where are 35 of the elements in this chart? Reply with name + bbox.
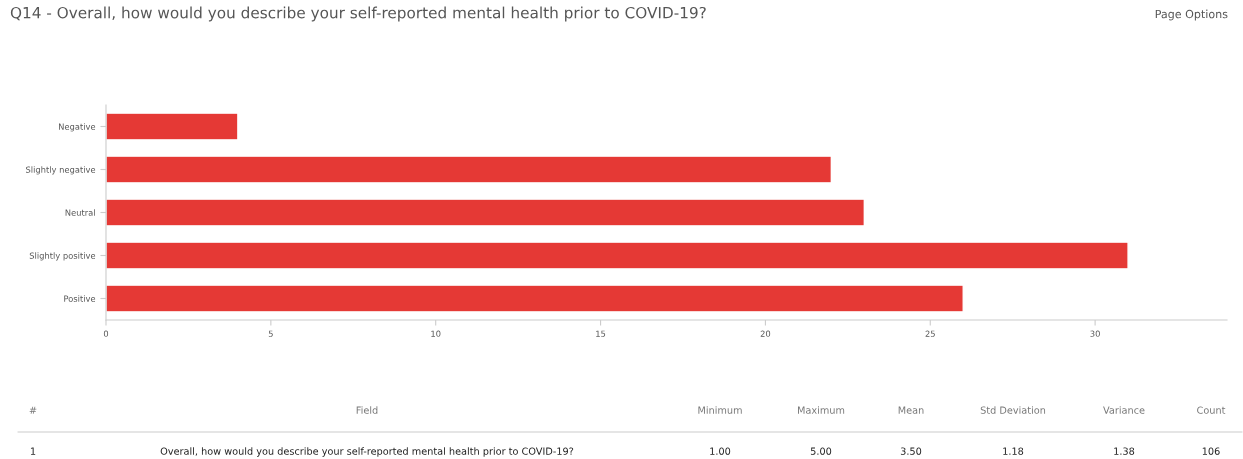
text: 1.18 xyxy=(1003,447,1024,455)
text: Std Deviation xyxy=(980,406,1046,414)
chart-title: Q14 - Overall, how would you describe your self-reported mental health prior to COVID-19? xyxy=(10,6,706,22)
y-tick-label: Slightly positive xyxy=(29,252,96,261)
y-tick-label: Negative xyxy=(59,123,96,132)
text: Variance xyxy=(1103,406,1145,414)
bar xyxy=(106,241,1129,270)
x-tick-label: 0 xyxy=(103,330,109,337)
bar xyxy=(106,155,833,184)
text: Count xyxy=(1197,406,1226,414)
text: Maximum xyxy=(798,406,845,414)
x-tick-label: 15 xyxy=(596,330,606,337)
bar xyxy=(106,284,964,313)
text: Page Options xyxy=(1155,9,1228,21)
text: 1.38 xyxy=(1114,447,1135,455)
text: Mean xyxy=(898,406,924,414)
bar xyxy=(106,112,239,141)
text: 1 xyxy=(30,447,36,455)
text: # xyxy=(29,406,37,414)
x-tick-label: 5 xyxy=(268,330,273,337)
y-tick-label: Slightly negative xyxy=(26,166,96,175)
text: 3.50 xyxy=(900,447,922,455)
text: Overall, how would you describe your self-reported mental health prior to COVID-19? xyxy=(160,447,574,457)
text: 5.00 xyxy=(810,447,832,455)
text: 1.00 xyxy=(710,447,731,455)
y-tick-label: Neutral xyxy=(65,209,95,216)
x-tick-label: 30 xyxy=(1090,330,1100,337)
x-tick-label: 20 xyxy=(760,330,771,337)
x-tick-label: 10 xyxy=(431,330,441,337)
bar xyxy=(106,198,866,227)
text: Field xyxy=(356,406,378,414)
x-tick-label: 25 xyxy=(925,330,935,337)
text: 106 xyxy=(1202,447,1220,455)
text: Minimum xyxy=(698,406,742,414)
y-tick-label: Positive xyxy=(64,295,96,302)
